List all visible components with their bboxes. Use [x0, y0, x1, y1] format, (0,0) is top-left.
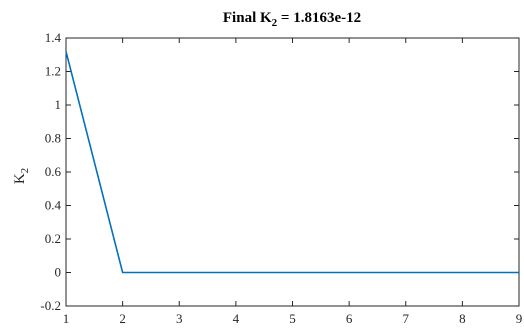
x-tick-label: 8	[459, 311, 466, 326]
y-axis-label-subscript: 2	[19, 168, 31, 174]
x-tick-label: 7	[403, 311, 410, 326]
x-tick-label: 3	[176, 311, 183, 326]
plot-area: 1 2 3 4 5 6 7 8 9 -0.2 0 0.2 0.4 0.6 0.8 1 1.2 1.4	[40, 30, 522, 326]
y-tick-label: 0.4	[45, 198, 62, 213]
y-tick-label: 1	[55, 97, 62, 112]
chart-title-prefix: Final K	[223, 10, 272, 26]
y-tick-label: 0.6	[45, 164, 62, 179]
y-tick-label: 1.4	[45, 30, 62, 45]
x-tick-label: 5	[289, 311, 296, 326]
y-tick-label: 1.2	[45, 64, 61, 79]
x-tick-label: 4	[233, 311, 240, 326]
y-tick-label: 0.8	[45, 131, 61, 146]
y-tick-label: 0.2	[45, 231, 61, 246]
y-axis-label-main: K	[12, 173, 28, 184]
x-tick-label: 1	[63, 311, 70, 326]
y-axis-label: K2	[12, 168, 31, 184]
x-tick-label: 2	[119, 311, 126, 326]
chart-title-suffix: = 1.8163e-12	[277, 10, 361, 26]
chart-title: Final K2 = 1.8163e-12	[223, 10, 361, 29]
series-line	[65, 51, 519, 274]
y-tick-label: 0	[55, 265, 62, 280]
chart-title-subscript: 2	[272, 17, 278, 29]
y-tick-label: -0.2	[40, 298, 61, 313]
axes-box	[65, 37, 520, 307]
x-tick-label: 9	[516, 311, 523, 326]
x-tick-label: 6	[346, 311, 353, 326]
